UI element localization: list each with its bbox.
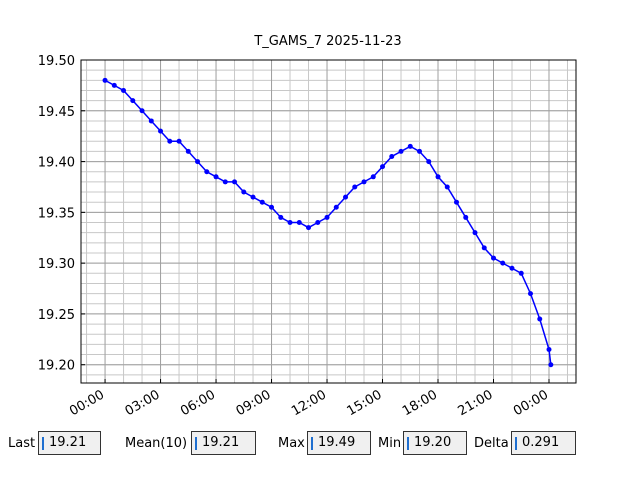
data-point (548, 362, 554, 368)
data-point (389, 153, 395, 159)
y-tick-label: 19.40 (38, 156, 75, 171)
data-point (167, 138, 173, 144)
chart: T_GAMS_7 2025-11-23 19.20 19.25 19.30 19.35… (38, 34, 577, 419)
data-point (195, 159, 201, 165)
data-point (509, 265, 515, 271)
data-point (102, 77, 108, 83)
data-point (185, 148, 191, 154)
data-point (352, 184, 358, 190)
data-point (176, 138, 182, 144)
y-tick-label: 19.30 (38, 257, 75, 272)
data-point (111, 82, 117, 88)
stat-field[interactable]: 19.21 (38, 431, 101, 455)
data-point (259, 199, 265, 205)
data-point (398, 148, 404, 154)
data-point (546, 346, 552, 352)
data-point (250, 194, 256, 200)
data-point (518, 270, 524, 276)
data-point (444, 184, 450, 190)
x-tick-label: 21:00 (456, 387, 496, 419)
y-tick-label: 19.35 (38, 206, 75, 221)
data-point (426, 159, 432, 165)
data-point (213, 174, 219, 180)
data-point (306, 225, 312, 231)
data-point (333, 204, 339, 210)
data-point (537, 316, 543, 322)
data-point (370, 174, 376, 180)
y-tick-label: 19.25 (38, 308, 75, 323)
chart-title: T_GAMS_7 2025-11-23 (253, 34, 401, 49)
data-point (500, 260, 506, 266)
data-point (380, 164, 386, 170)
data-point (407, 143, 413, 149)
y-tick-label: 19.20 (38, 359, 75, 374)
stat-label: Min (378, 436, 402, 451)
x-tick-label: 00:00 (511, 387, 551, 419)
data-point (527, 291, 533, 297)
data-point (269, 204, 275, 210)
stat-label: Mean(10) (125, 436, 188, 451)
data-point (417, 148, 423, 154)
x-tick-label: 06:00 (178, 387, 218, 419)
plot-frame (80, 59, 577, 384)
data-point (324, 214, 330, 220)
data-point (222, 179, 228, 185)
stat-field[interactable]: 0.291 (511, 431, 576, 455)
data-point (296, 220, 302, 226)
data-point (232, 179, 238, 185)
data-point (278, 214, 284, 220)
x-tick-label: 03:00 (123, 387, 163, 419)
data-point (130, 98, 136, 104)
data-point (454, 199, 460, 205)
x-tick-label: 18:00 (400, 387, 440, 419)
data-point (241, 189, 247, 195)
data-point (491, 255, 496, 261)
stat-field[interactable]: 19.20 (403, 431, 467, 455)
data-point (148, 118, 154, 124)
data-point (361, 179, 367, 185)
stat-label: Max (278, 436, 305, 451)
data-point (204, 169, 210, 175)
x-tick-label: 00:00 (67, 387, 107, 419)
data-point (435, 174, 441, 180)
data-point (158, 128, 164, 134)
stat-field[interactable]: 19.21 (191, 431, 256, 455)
x-tick-label: 09:00 (234, 387, 274, 419)
data-point (481, 245, 487, 251)
y-tick-label: 19.50 (38, 54, 75, 69)
stat-label: Delta (474, 436, 509, 451)
data-point (287, 220, 293, 226)
data-point (139, 108, 145, 114)
stat-label: Last (8, 436, 36, 451)
data-point (343, 194, 349, 200)
x-tick-label: 15:00 (345, 387, 385, 419)
stat-field[interactable]: 19.49 (307, 431, 371, 455)
data-point (121, 87, 127, 93)
y-tick-label: 19.45 (38, 105, 75, 120)
data-point (463, 214, 469, 220)
x-tick-label: 12:00 (289, 387, 329, 419)
data-point (472, 230, 478, 236)
data-point (315, 220, 321, 226)
